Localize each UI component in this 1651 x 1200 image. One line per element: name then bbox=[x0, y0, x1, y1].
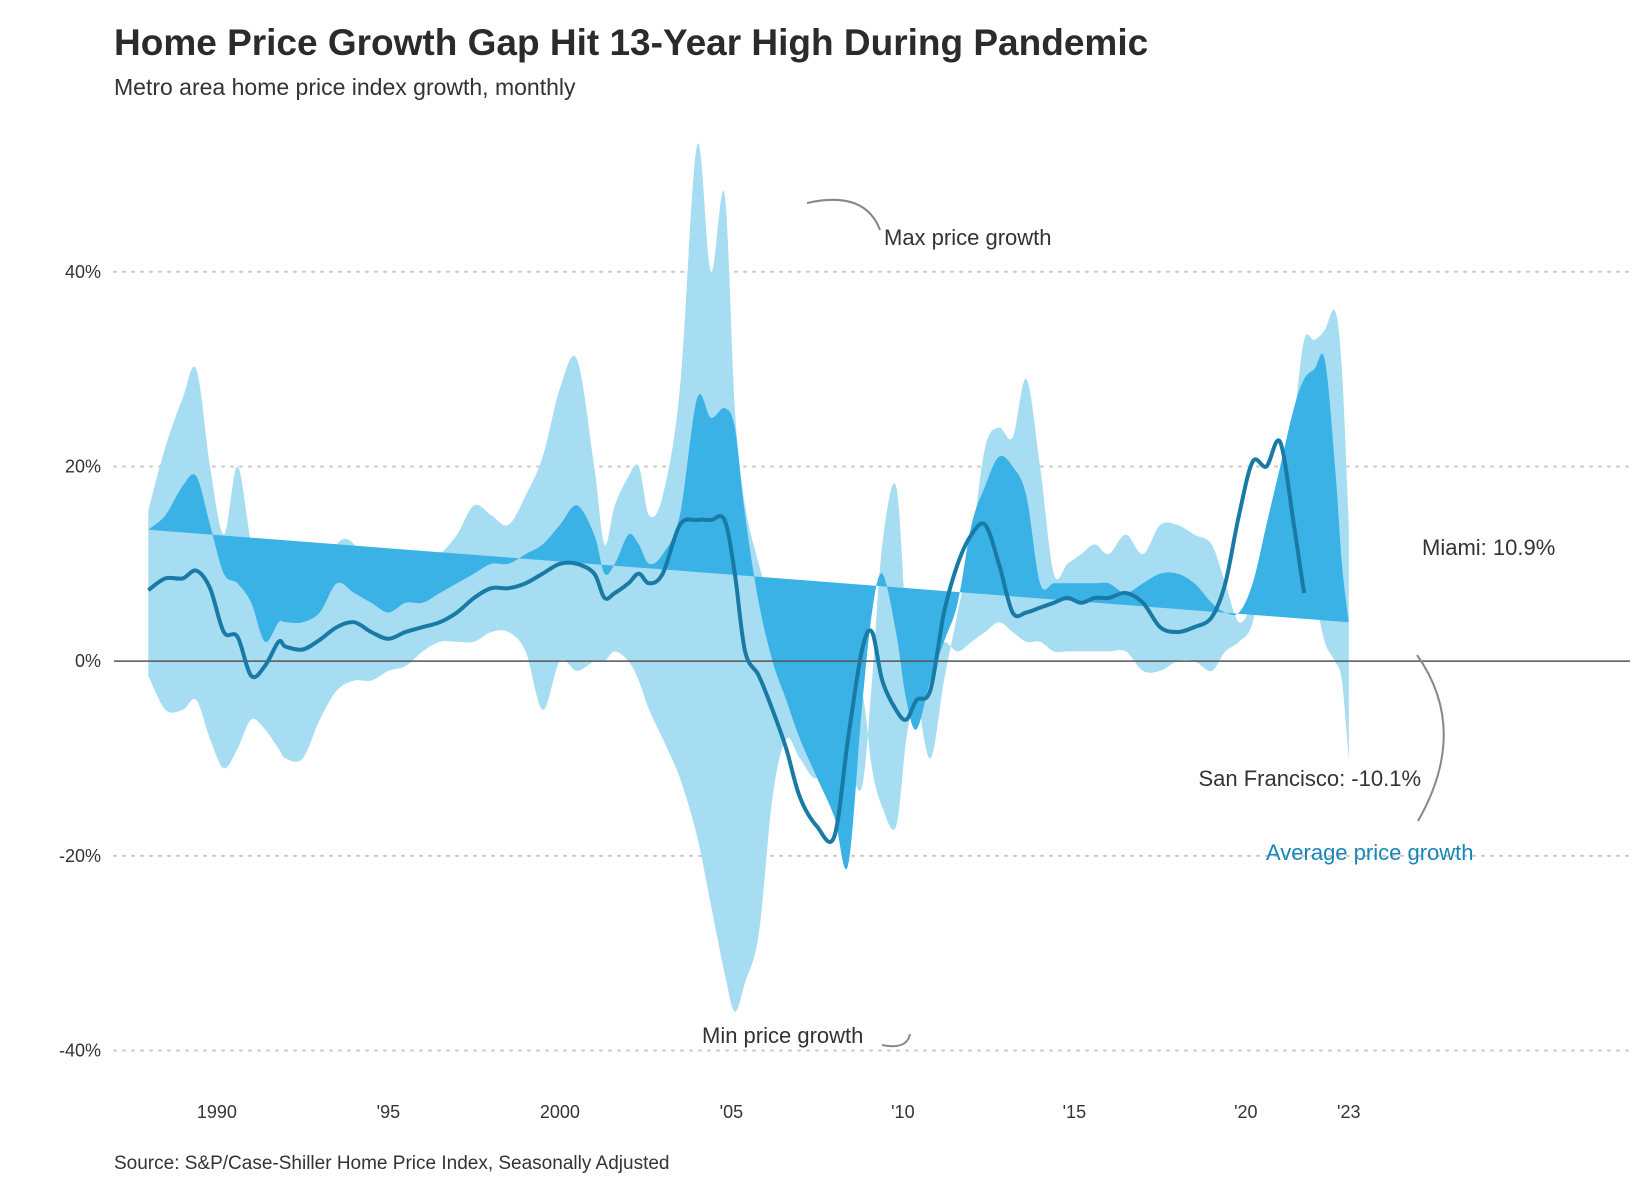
x-tick-label: '20 bbox=[1234, 1102, 1257, 1122]
x-axis-ticks: 1990 '95 2000 '05 '10 '15 '20 '23 bbox=[197, 1102, 1361, 1122]
x-tick-label: '95 bbox=[377, 1102, 400, 1122]
x-tick-label: 2000 bbox=[540, 1102, 580, 1122]
y-tick-label: 20% bbox=[65, 456, 101, 476]
miami-label: Miami: 10.9% bbox=[1422, 535, 1555, 560]
y-tick-label: -40% bbox=[59, 1041, 101, 1061]
min-connector bbox=[881, 1033, 911, 1048]
sf-label: San Francisco: -10.1% bbox=[1198, 766, 1421, 791]
source-note: Source: S&P/Case-Shiller Home Price Inde… bbox=[114, 1153, 670, 1174]
x-tick-label: '23 bbox=[1337, 1102, 1360, 1122]
x-tick-label: '10 bbox=[891, 1102, 914, 1122]
y-axis-ticks: 40% 20% 0% -20% -40% bbox=[59, 262, 101, 1061]
annotations: Max price growth Min price growth Miami:… bbox=[702, 198, 1555, 1048]
chart-subtitle: Metro area home price index growth, mont… bbox=[114, 74, 576, 100]
x-tick-label: '15 bbox=[1063, 1102, 1086, 1122]
min-label: Min price growth bbox=[702, 1023, 863, 1048]
chart-title: Home Price Growth Gap Hit 13-Year High D… bbox=[114, 22, 1149, 63]
avg-connector bbox=[1416, 654, 1445, 822]
y-tick-label: -20% bbox=[59, 846, 101, 866]
inner-band-area bbox=[148, 353, 1349, 870]
y-tick-label: 40% bbox=[65, 262, 101, 282]
max-connector bbox=[806, 198, 881, 231]
x-tick-label: 1990 bbox=[197, 1102, 237, 1122]
average-line bbox=[147, 438, 1307, 844]
y-tick-label: 0% bbox=[75, 651, 101, 671]
bands bbox=[148, 143, 1349, 1012]
max-label: Max price growth bbox=[884, 225, 1052, 250]
grid-lines bbox=[113, 270, 1631, 1052]
avg-label: Average price growth bbox=[1266, 840, 1474, 865]
x-tick-label: '05 bbox=[720, 1102, 743, 1122]
outer-band-area bbox=[148, 143, 1349, 1012]
